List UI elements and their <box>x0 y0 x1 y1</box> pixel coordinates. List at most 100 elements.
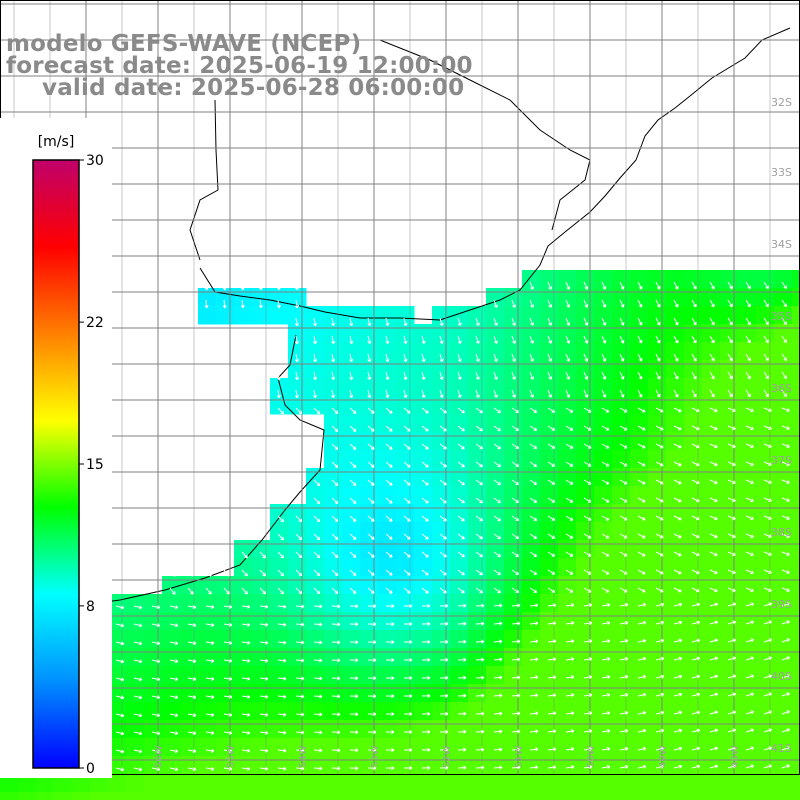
field-cell <box>792 342 800 361</box>
wind-arrow <box>349 587 357 594</box>
wind-arrow <box>421 515 429 522</box>
wind-arrow <box>421 461 429 468</box>
wind-arrow <box>709 353 715 362</box>
wind-arrow <box>781 710 790 715</box>
field-cell <box>720 558 739 577</box>
wind-arrow <box>601 497 610 503</box>
field-cell <box>630 756 649 775</box>
field-cell <box>540 450 559 469</box>
wind-arrow <box>313 353 318 363</box>
wind-arrow <box>133 623 143 628</box>
field-cell <box>684 630 703 649</box>
wind-arrow <box>727 425 736 431</box>
wind-arrow <box>349 604 359 609</box>
field-cell <box>522 666 541 685</box>
wind-arrow <box>781 533 790 538</box>
wind-arrow <box>439 693 449 698</box>
field-cell <box>612 414 631 433</box>
field-cell <box>288 612 307 631</box>
wind-arrow <box>619 587 628 593</box>
field-cell <box>144 666 163 685</box>
field-cell <box>216 720 235 739</box>
wind-arrow <box>475 729 485 734</box>
field-cell <box>684 432 703 451</box>
field-cell <box>126 666 145 685</box>
wind-arrow <box>547 389 553 398</box>
wind-arrow <box>457 443 465 450</box>
field-cell <box>468 774 487 793</box>
wind-arrow <box>601 281 607 290</box>
field-cell <box>342 468 361 487</box>
wind-arrow <box>493 425 501 432</box>
field-cell <box>414 324 433 343</box>
wind-arrow <box>313 748 323 753</box>
wind-arrow <box>259 569 266 577</box>
wind-arrow <box>493 639 503 644</box>
wind-arrow <box>619 317 625 326</box>
field-cell <box>540 756 559 775</box>
field-cell <box>522 702 541 721</box>
wind-arrow <box>655 533 664 539</box>
field-cell <box>558 666 577 685</box>
field-cell <box>756 576 775 595</box>
wind-arrow <box>691 425 700 431</box>
wind-arrow <box>259 748 269 753</box>
wind-arrow <box>583 657 593 662</box>
wind-arrow <box>403 587 411 594</box>
wind-arrow <box>583 443 592 449</box>
wind-arrow <box>205 640 215 645</box>
wind-arrow <box>709 656 719 661</box>
wind-arrow <box>781 425 790 430</box>
field-cell <box>234 594 253 613</box>
wind-arrow <box>331 766 341 771</box>
wind-arrow <box>529 569 538 575</box>
wind-arrow <box>421 765 431 770</box>
field-cell <box>432 486 451 505</box>
wind-arrow <box>439 515 447 522</box>
wind-arrow <box>331 604 341 609</box>
field-cell <box>558 342 577 361</box>
wind-arrow <box>709 728 719 733</box>
wind-arrow <box>421 551 429 558</box>
wind-arrow <box>619 638 629 643</box>
wind-arrow <box>565 299 571 308</box>
wind-arrow <box>403 317 408 327</box>
wind-arrow <box>583 603 593 608</box>
field-cell <box>648 684 667 703</box>
field-cell <box>216 792 235 800</box>
wind-arrow <box>169 659 179 664</box>
field-cell <box>666 756 685 775</box>
wind-arrow <box>493 443 501 450</box>
wind-arrow <box>115 641 125 646</box>
field-cell <box>198 702 217 721</box>
wind-arrow <box>385 712 395 717</box>
wind-arrow <box>547 371 553 380</box>
field-cell <box>756 288 775 307</box>
wind-arrow <box>493 603 503 608</box>
wind-arrow <box>601 461 610 467</box>
wind-arrow <box>691 728 701 733</box>
wind-arrow <box>511 479 520 485</box>
wind-arrow <box>655 389 661 398</box>
wind-arrow <box>781 353 787 362</box>
wind-arrow <box>583 587 592 593</box>
wind-arrow <box>331 425 339 432</box>
field-cell <box>180 684 199 703</box>
wind-arrow <box>727 443 736 449</box>
field-cell <box>378 792 397 800</box>
field-cell <box>216 594 235 613</box>
field-cell <box>792 738 800 757</box>
field-cell <box>216 774 235 793</box>
field-cell <box>774 612 793 631</box>
field-cell <box>378 360 397 379</box>
field-cell <box>198 756 217 775</box>
wind-arrow <box>277 587 284 595</box>
wind-arrow <box>529 371 534 380</box>
wind-arrow <box>691 620 701 625</box>
field-cell <box>108 792 127 800</box>
field-cell <box>612 486 631 505</box>
field-cell <box>612 612 631 631</box>
wind-arrow <box>781 389 787 398</box>
field-cell <box>792 666 800 685</box>
wind-arrow <box>655 692 665 697</box>
